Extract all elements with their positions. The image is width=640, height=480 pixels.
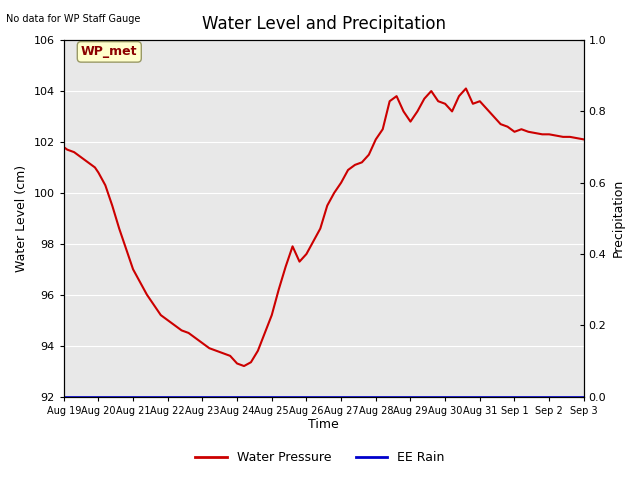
- X-axis label: Time: Time: [308, 419, 339, 432]
- Text: WP_met: WP_met: [81, 46, 138, 59]
- Y-axis label: Water Level (cm): Water Level (cm): [15, 165, 28, 272]
- Y-axis label: Precipitation: Precipitation: [612, 179, 625, 257]
- Legend: Water Pressure, EE Rain: Water Pressure, EE Rain: [190, 446, 450, 469]
- Text: No data for WP Staff Gauge: No data for WP Staff Gauge: [6, 14, 141, 24]
- Title: Water Level and Precipitation: Water Level and Precipitation: [202, 15, 446, 33]
